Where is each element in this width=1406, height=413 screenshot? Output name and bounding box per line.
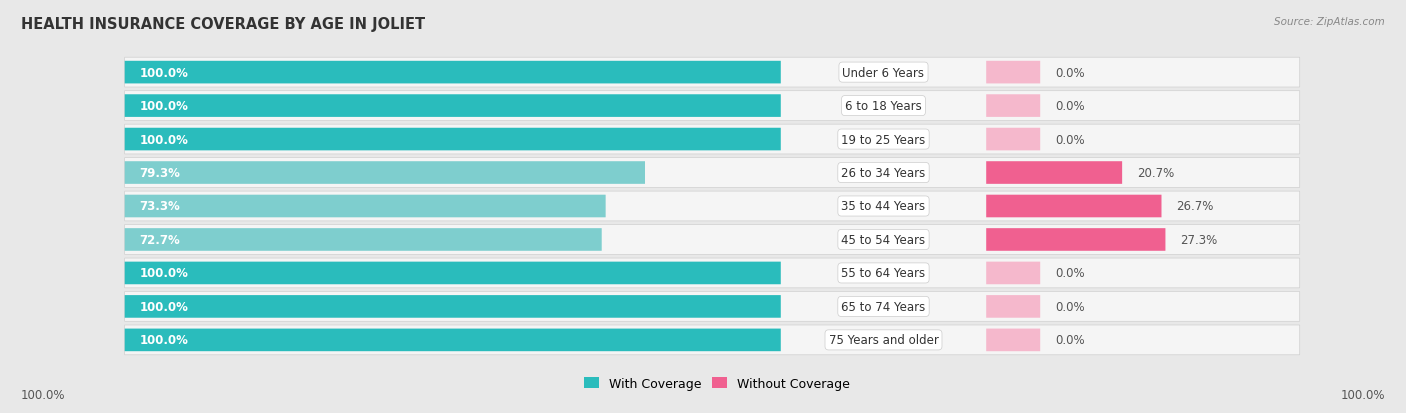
FancyBboxPatch shape	[125, 95, 780, 118]
FancyBboxPatch shape	[986, 62, 1040, 84]
Text: 26 to 34 Years: 26 to 34 Years	[841, 166, 925, 180]
Text: 100.0%: 100.0%	[139, 334, 188, 347]
FancyBboxPatch shape	[125, 158, 1299, 188]
Text: 19 to 25 Years: 19 to 25 Years	[841, 133, 925, 146]
Text: 20.7%: 20.7%	[1136, 166, 1174, 180]
Text: 0.0%: 0.0%	[1054, 300, 1084, 313]
FancyBboxPatch shape	[125, 262, 780, 285]
Text: 6 to 18 Years: 6 to 18 Years	[845, 100, 922, 113]
Text: HEALTH INSURANCE COVERAGE BY AGE IN JOLIET: HEALTH INSURANCE COVERAGE BY AGE IN JOLI…	[21, 17, 425, 31]
FancyBboxPatch shape	[125, 162, 645, 184]
FancyBboxPatch shape	[125, 292, 1299, 322]
Text: 0.0%: 0.0%	[1054, 133, 1084, 146]
Text: 0.0%: 0.0%	[1054, 334, 1084, 347]
Text: 0.0%: 0.0%	[1054, 66, 1084, 79]
Text: 65 to 74 Years: 65 to 74 Years	[841, 300, 925, 313]
Text: Under 6 Years: Under 6 Years	[842, 66, 925, 79]
Text: 100.0%: 100.0%	[139, 300, 188, 313]
FancyBboxPatch shape	[125, 195, 606, 218]
FancyBboxPatch shape	[125, 125, 1299, 154]
Text: 100.0%: 100.0%	[139, 133, 188, 146]
Text: 100.0%: 100.0%	[139, 100, 188, 113]
FancyBboxPatch shape	[125, 229, 602, 251]
Text: 0.0%: 0.0%	[1054, 100, 1084, 113]
FancyBboxPatch shape	[125, 128, 780, 151]
FancyBboxPatch shape	[125, 192, 1299, 221]
Legend: With Coverage, Without Coverage: With Coverage, Without Coverage	[579, 372, 855, 395]
FancyBboxPatch shape	[125, 225, 1299, 255]
Text: 75 Years and older: 75 Years and older	[828, 334, 938, 347]
FancyBboxPatch shape	[986, 128, 1040, 151]
Text: 72.7%: 72.7%	[139, 233, 180, 247]
Text: 0.0%: 0.0%	[1054, 267, 1084, 280]
Text: Source: ZipAtlas.com: Source: ZipAtlas.com	[1274, 17, 1385, 26]
FancyBboxPatch shape	[986, 329, 1040, 351]
Text: 100.0%: 100.0%	[139, 267, 188, 280]
Text: 100.0%: 100.0%	[139, 66, 188, 79]
FancyBboxPatch shape	[125, 58, 1299, 88]
Text: 100.0%: 100.0%	[1340, 388, 1385, 401]
Text: 45 to 54 Years: 45 to 54 Years	[841, 233, 925, 247]
FancyBboxPatch shape	[986, 195, 1161, 218]
FancyBboxPatch shape	[986, 262, 1040, 285]
FancyBboxPatch shape	[125, 329, 780, 351]
Text: 79.3%: 79.3%	[139, 166, 180, 180]
Text: 73.3%: 73.3%	[139, 200, 180, 213]
Text: 35 to 44 Years: 35 to 44 Years	[841, 200, 925, 213]
FancyBboxPatch shape	[986, 295, 1040, 318]
Text: 27.3%: 27.3%	[1180, 233, 1218, 247]
FancyBboxPatch shape	[125, 259, 1299, 288]
FancyBboxPatch shape	[125, 62, 780, 84]
Text: 26.7%: 26.7%	[1175, 200, 1213, 213]
FancyBboxPatch shape	[986, 162, 1122, 184]
FancyBboxPatch shape	[125, 325, 1299, 355]
FancyBboxPatch shape	[986, 95, 1040, 118]
Text: 55 to 64 Years: 55 to 64 Years	[841, 267, 925, 280]
FancyBboxPatch shape	[125, 295, 780, 318]
FancyBboxPatch shape	[986, 229, 1166, 251]
FancyBboxPatch shape	[125, 91, 1299, 121]
Text: 100.0%: 100.0%	[21, 388, 66, 401]
